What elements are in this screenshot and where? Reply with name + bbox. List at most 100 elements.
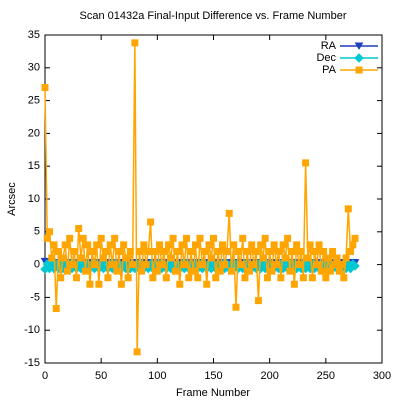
marker [171,267,179,275]
marker [111,234,119,242]
marker [351,234,359,242]
marker [210,234,217,242]
y-tick-label: 10 [28,193,40,205]
marker [299,274,307,282]
marker [335,267,343,275]
marker [104,274,112,282]
marker [308,274,316,282]
marker [144,247,152,255]
y-tick-label: 20 [28,127,40,139]
marker [153,267,161,275]
x-tick-label: 0 [42,370,48,382]
marker [315,241,323,249]
marker [290,280,298,288]
marker [320,247,328,255]
marker [268,267,276,275]
x-tick-label: 50 [95,370,107,382]
marker [122,254,130,262]
marker [86,280,94,288]
marker [151,247,159,255]
marker [115,247,123,255]
marker [70,247,78,255]
marker [354,42,364,50]
marker [311,247,319,255]
marker [169,234,177,242]
marker [257,241,265,249]
legend-entry: PA [322,64,378,76]
marker [165,241,173,249]
marker [324,254,332,262]
x-tick-label: 200 [260,370,278,382]
marker [286,267,294,275]
marker [66,234,74,242]
marker [162,274,170,282]
marker [243,247,251,255]
marker [245,267,253,275]
marker [117,280,125,288]
marker [63,267,71,275]
marker [259,254,267,262]
marker [225,209,233,217]
marker [50,241,58,249]
x-axis-label: Frame Number [176,387,250,399]
marker [196,234,204,242]
marker [183,234,191,242]
marker [322,274,330,282]
marker [232,303,240,311]
marker [203,280,211,288]
marker [207,254,215,262]
marker [95,280,103,288]
marker [140,241,148,249]
marker [250,261,258,269]
marker [124,274,132,282]
marker [97,234,105,242]
marker [131,39,139,47]
marker [317,267,325,275]
x-tick-label: 100 [148,370,166,382]
marker [113,267,121,275]
marker [149,274,157,282]
marker [340,274,348,282]
marker [221,261,229,269]
marker [43,234,51,242]
legend-label: RA [321,40,337,52]
marker [138,267,146,275]
marker [279,241,287,249]
marker [295,261,303,269]
marker [331,261,339,269]
marker [48,254,56,262]
marker [347,247,355,255]
marker [88,247,96,255]
marker [288,247,296,255]
y-tick-label: -5 [30,291,40,303]
marker [102,247,110,255]
marker [223,247,231,255]
marker [333,254,341,262]
legend-entry: Dec [316,52,378,64]
marker [189,267,197,275]
marker [326,267,334,275]
marker [187,247,195,255]
marker [158,261,166,269]
marker [147,218,155,226]
legend-entry: RA [321,40,378,52]
marker [57,274,65,282]
marker [263,274,271,282]
marker [230,241,238,249]
marker [342,254,350,262]
marker [344,205,352,213]
marker [68,261,76,269]
marker [236,261,244,269]
marker [355,66,363,74]
marker [297,247,305,255]
marker [234,247,242,255]
marker [81,267,89,275]
marker [277,274,285,282]
marker [41,83,49,91]
marker [108,261,116,269]
marker [313,261,321,269]
marker [90,261,98,269]
marker [156,241,164,249]
y-tick-label: 30 [28,62,40,74]
